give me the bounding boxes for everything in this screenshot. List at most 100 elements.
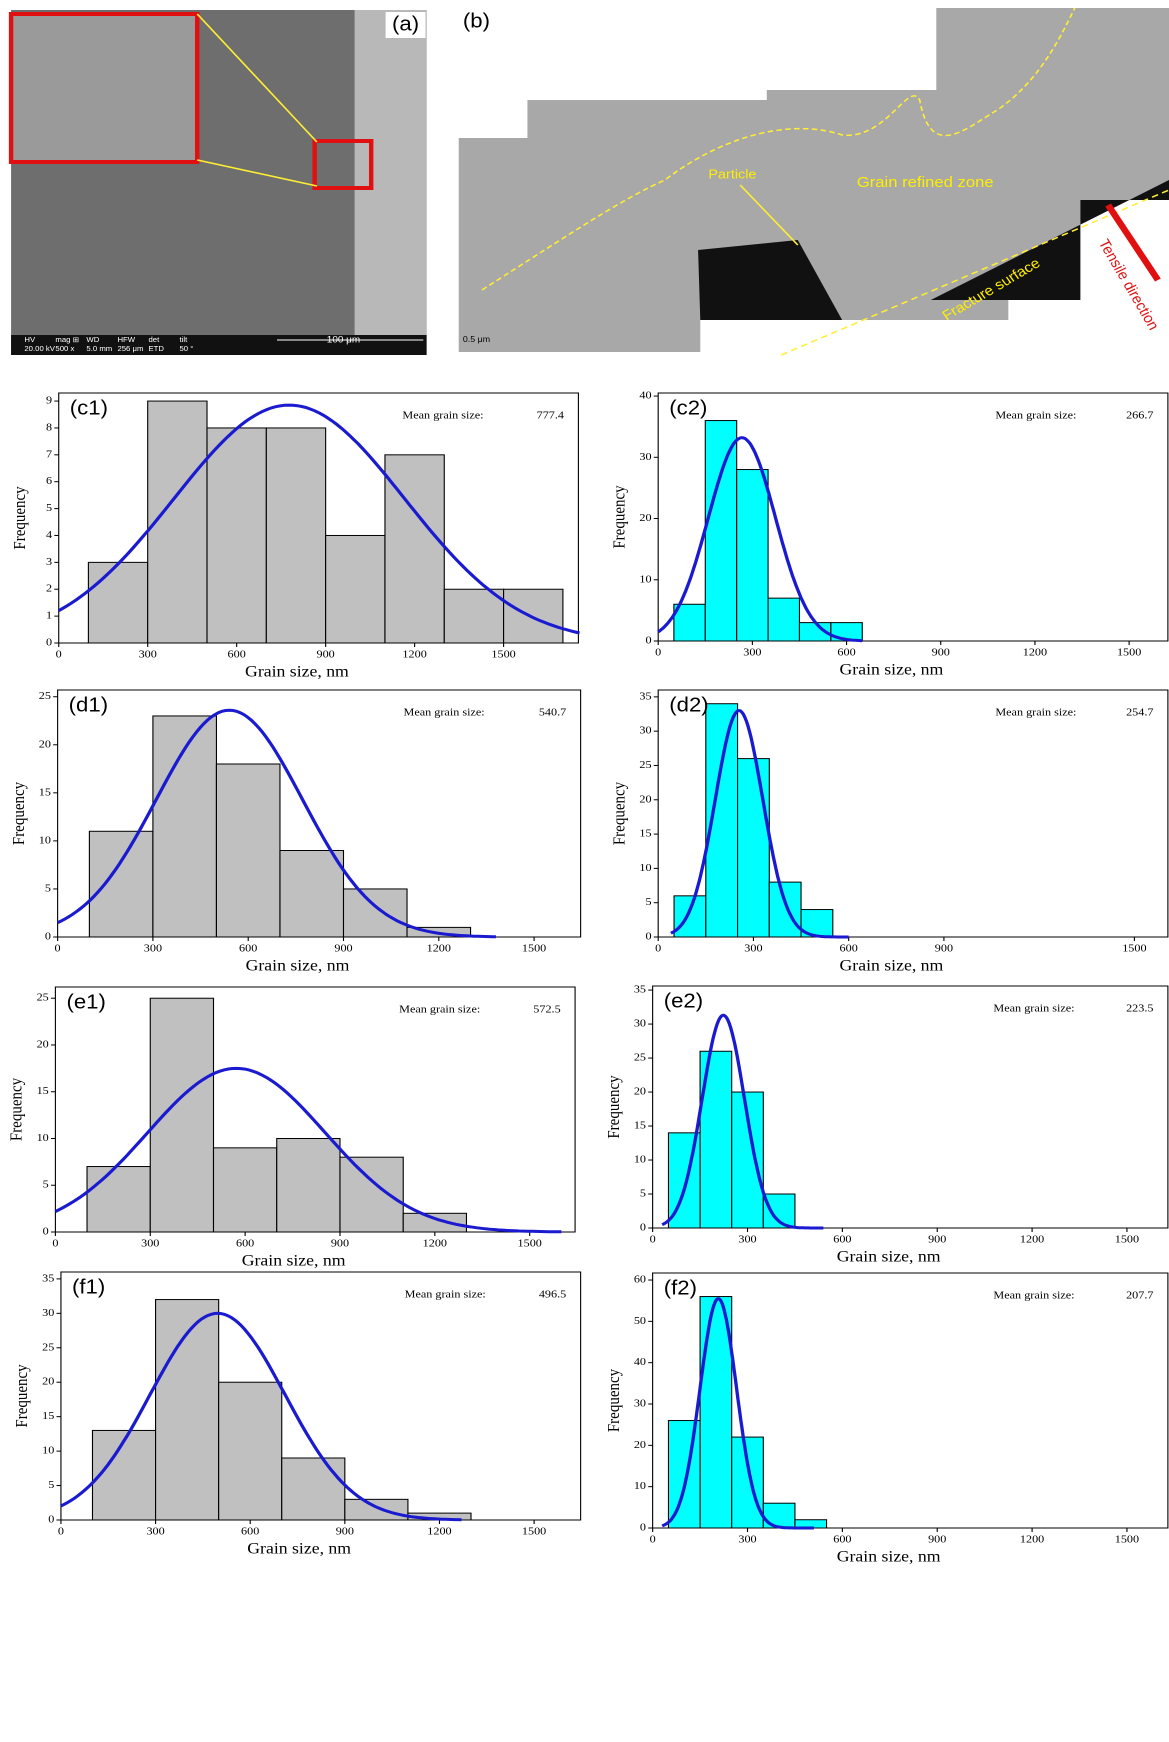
y-tick-label: 35 bbox=[42, 1272, 54, 1284]
y-tick-label: 30 bbox=[634, 1017, 646, 1029]
y-tick-label: 35 bbox=[639, 690, 651, 702]
y-tick-label: 10 bbox=[634, 1153, 646, 1165]
bar bbox=[215, 763, 281, 938]
bar bbox=[279, 850, 345, 938]
y-tick-label: 1 bbox=[46, 609, 52, 621]
y-tick-label: 9 bbox=[46, 394, 52, 406]
y-tick-label: 15 bbox=[37, 1085, 49, 1097]
mean-label: Mean grain size: bbox=[399, 1003, 480, 1015]
plot-frame bbox=[657, 392, 1169, 642]
x-tick-label: 900 bbox=[928, 1233, 946, 1245]
y-tick-label: 25 bbox=[37, 991, 49, 1003]
x-tick-label: 600 bbox=[228, 648, 246, 660]
y-tick-label: 15 bbox=[639, 827, 651, 839]
label-box bbox=[385, 12, 426, 38]
x-axis-title: Grain size, nm bbox=[840, 660, 944, 678]
panel-label: (d1) bbox=[69, 694, 108, 716]
x-tick-label: 1200 bbox=[1020, 1533, 1045, 1545]
bar bbox=[673, 603, 706, 642]
x-tick-label: 1200 bbox=[427, 1525, 452, 1537]
x-tick-label: 0 bbox=[58, 1525, 64, 1537]
sem-image: (a) 100 μm bbox=[8, 10, 427, 355]
bar bbox=[767, 597, 801, 642]
y-tick-label: 5 bbox=[645, 896, 651, 908]
mean-value: 540.7 bbox=[539, 706, 567, 718]
y-tick-label: 10 bbox=[634, 1480, 646, 1492]
x-tick-label: 0 bbox=[56, 648, 62, 660]
mean-value: 266.7 bbox=[1126, 409, 1154, 421]
bar bbox=[342, 888, 408, 938]
x-tick-label: 900 bbox=[331, 1237, 349, 1249]
sem-info: 256 μm bbox=[117, 344, 143, 353]
mean-value: 496.5 bbox=[539, 1288, 567, 1300]
x-tick-label: 600 bbox=[833, 1533, 851, 1545]
bar bbox=[704, 420, 738, 642]
mean-label: Mean grain size: bbox=[404, 706, 485, 718]
panel-label: (e2) bbox=[664, 990, 703, 1012]
x-axis-title: Grain size, nm bbox=[837, 1547, 941, 1565]
y-tick-label: 20 bbox=[639, 512, 651, 524]
y-tick-label: 0 bbox=[640, 1221, 646, 1233]
y-axis-title: Frequency bbox=[611, 782, 629, 845]
x-tick-label: 300 bbox=[146, 1525, 164, 1537]
y-tick-label: 20 bbox=[37, 1038, 49, 1050]
x-tick-label: 1500 bbox=[518, 1237, 543, 1249]
x-tick-label: 0 bbox=[655, 942, 661, 954]
sem-info: 500 x bbox=[55, 344, 74, 353]
x-tick-label: 600 bbox=[236, 1237, 254, 1249]
sem-info: 20.00 kV bbox=[24, 344, 55, 353]
y-tick-label: 15 bbox=[634, 1119, 646, 1131]
y-tick-label: 7 bbox=[46, 448, 52, 460]
y-axis-title: Frequency bbox=[611, 485, 629, 548]
histogram-chart: 0 300 600 900 1200 1500 0 10 20 30 40 (c2) Mean grai… bbox=[611, 389, 1169, 678]
bar bbox=[736, 469, 769, 642]
panel-label: (b) bbox=[463, 10, 490, 32]
x-tick-label: 900 bbox=[336, 1525, 354, 1537]
fit-curve bbox=[657, 436, 863, 643]
scale-label: 100 μm bbox=[327, 335, 361, 345]
mean-label: Mean grain size: bbox=[993, 1002, 1074, 1014]
y-tick-label: 30 bbox=[634, 1397, 646, 1409]
x-tick-label: 0 bbox=[52, 1237, 58, 1249]
bar bbox=[325, 534, 386, 644]
plot-frame bbox=[652, 985, 1169, 1229]
panel-label: (f1) bbox=[72, 1276, 105, 1298]
bar bbox=[276, 1137, 341, 1233]
panel-label: (c1) bbox=[70, 397, 108, 419]
y-tick-label: 0 bbox=[43, 1225, 49, 1237]
y-tick-label: 10 bbox=[639, 573, 651, 585]
x-tick-label: 0 bbox=[655, 646, 661, 658]
sem-info: HFW bbox=[117, 335, 135, 344]
y-tick-label: 0 bbox=[645, 634, 651, 646]
y-tick-label: 10 bbox=[37, 1132, 49, 1144]
arrow bbox=[196, 13, 318, 143]
x-tick-label: 600 bbox=[241, 1525, 259, 1537]
y-tick-label: 30 bbox=[42, 1306, 54, 1318]
bar bbox=[155, 1299, 220, 1521]
bar bbox=[265, 427, 327, 644]
y-axis-title: Frequency bbox=[13, 1364, 31, 1427]
mean-label: Mean grain size: bbox=[995, 706, 1076, 718]
y-tick-label: 10 bbox=[39, 834, 51, 846]
y-tick-label: 5 bbox=[640, 1187, 646, 1199]
y-axis-title: Frequency bbox=[605, 1075, 623, 1138]
y-axis-title: Frequency bbox=[11, 486, 29, 549]
x-axis-title: Grain size, nm bbox=[242, 1251, 346, 1269]
y-tick-label: 35 bbox=[634, 983, 646, 995]
y-tick-label: 0 bbox=[640, 1521, 646, 1533]
bar bbox=[762, 1502, 796, 1529]
x-tick-label: 1200 bbox=[1020, 1233, 1045, 1245]
y-tick-label: 8 bbox=[46, 421, 52, 433]
y-tick-label: 4 bbox=[46, 529, 52, 541]
x-tick-label: 300 bbox=[738, 1533, 756, 1545]
bar bbox=[149, 997, 215, 1233]
annotation: Particle bbox=[708, 167, 756, 181]
x-tick-label: 1500 bbox=[1117, 646, 1142, 658]
bar bbox=[152, 715, 217, 938]
y-tick-label: 20 bbox=[39, 738, 51, 750]
x-axis-title: Grain size, nm bbox=[246, 956, 350, 974]
bar bbox=[503, 588, 564, 644]
x-tick-label: 1200 bbox=[427, 942, 452, 954]
bar bbox=[206, 427, 267, 644]
